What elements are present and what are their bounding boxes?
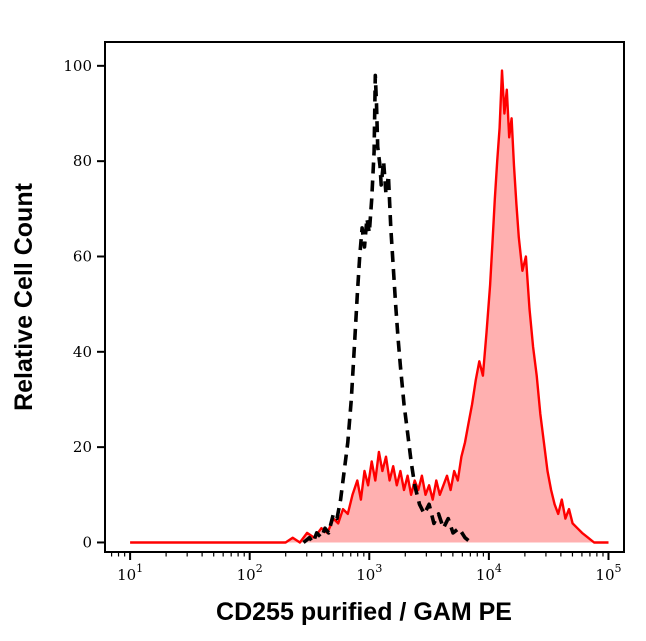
x-tick-label: 102 xyxy=(237,562,263,584)
x-tick-label: 104 xyxy=(476,562,502,584)
y-tick-label: 60 xyxy=(73,247,92,265)
x-tick-label: 101 xyxy=(117,562,143,584)
x-tick-label: 103 xyxy=(356,562,382,584)
area-fill-cd255-pe-stained xyxy=(130,70,609,543)
y-axis-title: Relative Cell Count xyxy=(10,182,38,410)
x-axis-title: CD255 purified / GAM PE xyxy=(216,598,512,626)
histogram-fill-layer xyxy=(130,70,609,543)
y-tick-label: 100 xyxy=(63,57,92,75)
histogram-curve-layer xyxy=(130,69,609,545)
plot-border xyxy=(104,41,625,553)
curve-unstained-control xyxy=(302,73,473,545)
y-tick-label: 80 xyxy=(73,152,92,170)
curve-cd255-pe-stained xyxy=(130,69,609,544)
y-tick-label: 0 xyxy=(82,533,92,551)
y-tick-label: 20 xyxy=(73,438,92,456)
y-tick-label: 40 xyxy=(73,343,92,361)
x-tick-label: 105 xyxy=(595,562,621,584)
